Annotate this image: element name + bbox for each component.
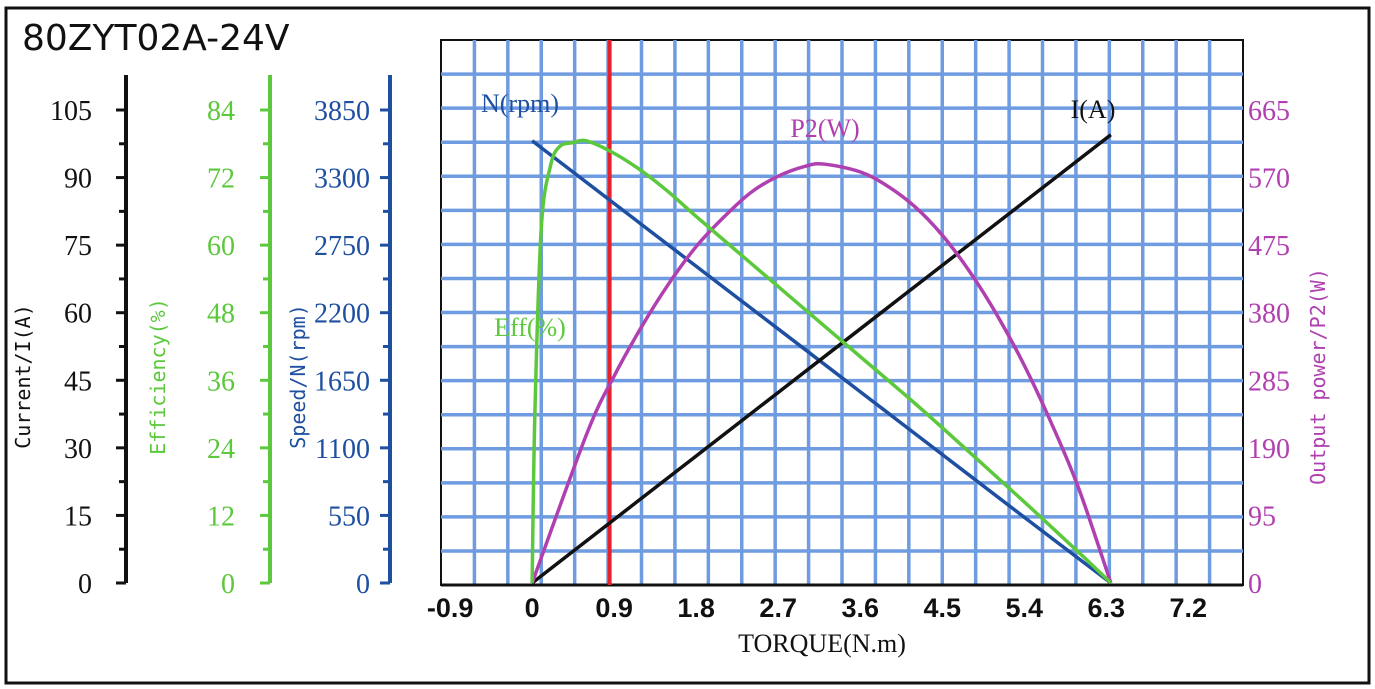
speed-tick-label: 0 xyxy=(356,569,370,600)
x-tick-label: 4.5 xyxy=(923,593,961,623)
efficiency-tick-label: 0 xyxy=(221,569,235,600)
x-tick-label: 5.4 xyxy=(1005,593,1043,623)
efficiency-tick-label: 36 xyxy=(207,366,235,397)
plot-area xyxy=(440,39,1244,587)
x-tick-label: -0.9 xyxy=(427,593,474,623)
x-tick-label: 2.7 xyxy=(759,593,797,623)
power-tick-label: 285 xyxy=(1248,366,1290,397)
chart-title: 80ZYT02A-24V xyxy=(22,18,290,59)
efficiency-tick-label: 72 xyxy=(207,164,235,195)
power-tick-label: 475 xyxy=(1248,231,1290,262)
speed-axis-title: Speed/N(rpm) xyxy=(286,304,310,449)
x-tick-label: 7.2 xyxy=(1170,593,1208,623)
power-tick-label: 95 xyxy=(1248,501,1276,532)
x-tick-label: 0.9 xyxy=(595,593,633,623)
efficiency-tick-label: 48 xyxy=(207,299,235,330)
x-tick-label: 1.8 xyxy=(677,593,715,623)
efficiency-tick-label: 60 xyxy=(207,231,235,262)
speed-tick-label: 3300 xyxy=(314,164,370,195)
current-tick-label: 30 xyxy=(64,434,92,465)
x-axis: -0.9 0 0.9 1.8 2.7 3.6 4.5 5.4 6.3 7.2 TORQUE(N.m) xyxy=(427,593,1207,658)
series-eff-line xyxy=(530,138,1113,585)
series-eff-label: Eff(%) xyxy=(494,313,566,342)
current-tick-label: 15 xyxy=(64,501,92,532)
speed-tick-label: 3850 xyxy=(314,96,370,127)
current-tick-label: 45 xyxy=(64,366,92,397)
power-axis-title: Output power/P2(W) xyxy=(1306,268,1330,485)
power-tick-label: 665 xyxy=(1248,96,1290,127)
power-tick-label: 380 xyxy=(1248,299,1290,330)
series-p2w-line xyxy=(530,161,1113,584)
x-tick-label: 0 xyxy=(525,593,540,623)
power-tick-label: 0 xyxy=(1248,569,1262,600)
x-tick-label: 3.6 xyxy=(841,593,879,623)
series-p2w-label: P2(W) xyxy=(790,114,859,143)
current-axis-title: Current/I(A) xyxy=(11,304,35,449)
speed-tick-label: 550 xyxy=(328,501,370,532)
current-tick-label: 60 xyxy=(64,299,92,330)
series-nrpm-label: N(rpm) xyxy=(481,89,559,118)
efficiency-tick-label: 12 xyxy=(207,501,235,532)
speed-tick-label: 1100 xyxy=(315,434,370,465)
current-tick-label: 75 xyxy=(64,231,92,262)
series-ia-line xyxy=(531,133,1112,585)
x-axis-title: TORQUE(N.m) xyxy=(738,629,906,658)
speed-tick-label: 2750 xyxy=(314,231,370,262)
speed-tick-label: 2200 xyxy=(314,299,370,330)
current-tick-label: 90 xyxy=(64,164,92,195)
series-ia-label: I(A) xyxy=(1071,95,1116,124)
current-tick-label: 0 xyxy=(78,569,92,600)
current-tick-label: 105 xyxy=(50,96,92,127)
efficiency-tick-label: 24 xyxy=(207,434,235,465)
efficiency-axis-title: Efficiency(%) xyxy=(146,298,170,455)
curves: N(rpm) I(A) P2(W) Eff(%) xyxy=(481,89,1116,585)
speed-tick-label: 1650 xyxy=(314,366,370,397)
y-axes: 0 15 30 45 60 75 90 105 Current/I(A) 0 12 24 36 48 60 7… xyxy=(11,75,1330,600)
power-tick-label: 570 xyxy=(1248,164,1290,195)
x-tick-label: 6.3 xyxy=(1088,593,1126,623)
power-tick-label: 190 xyxy=(1248,434,1290,465)
efficiency-tick-label: 84 xyxy=(207,96,235,127)
